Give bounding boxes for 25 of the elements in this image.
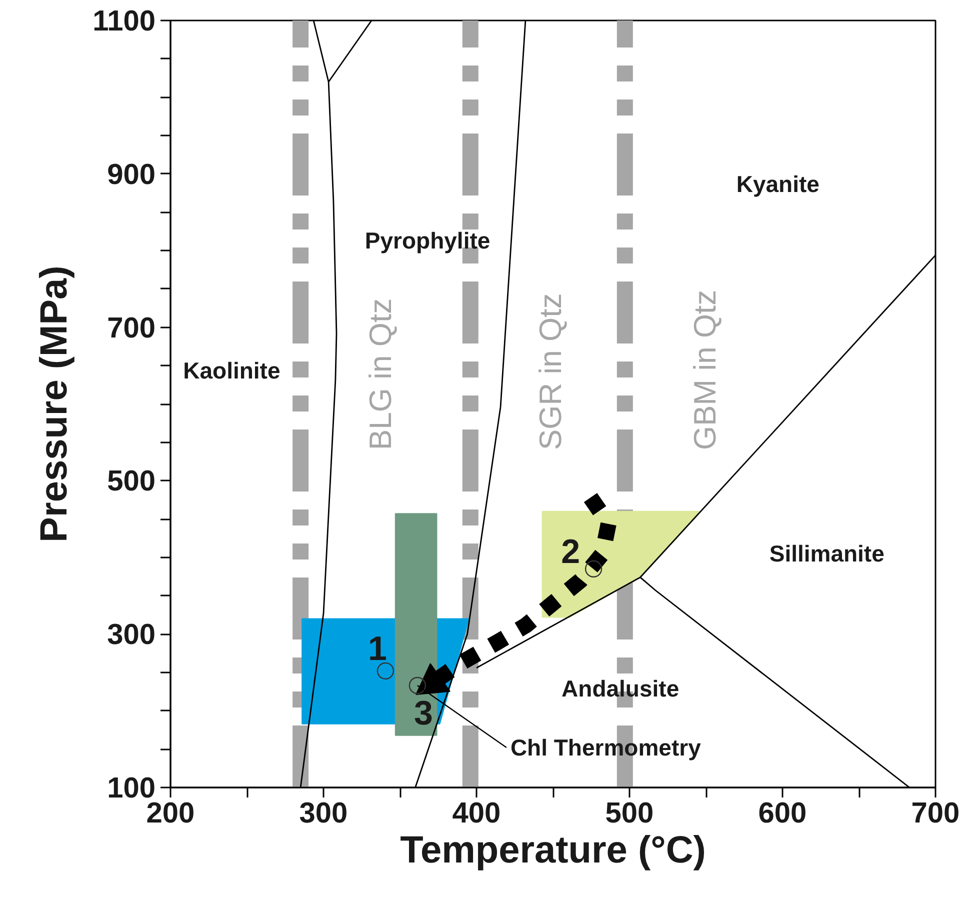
annotation: Kaolinite	[183, 357, 280, 384]
annotation: Kyanite	[736, 170, 820, 197]
annotation: Pyrophylite	[364, 228, 490, 254]
x-tick-label: 700	[911, 798, 960, 830]
x-tick-label: 600	[758, 798, 807, 830]
x-tick-label: 200	[146, 798, 195, 830]
ref-line-label: SGR in Qtz	[532, 293, 568, 450]
y-tick-label: 500	[107, 466, 156, 498]
x-tick-label: 400	[452, 798, 501, 830]
ref-line-label: BLG in Qtz	[363, 298, 398, 450]
x-tick-label: 500	[605, 798, 654, 830]
annotation: 1	[368, 630, 387, 668]
y-tick-label: 900	[107, 158, 156, 191]
annotation: Chl Thermometry	[510, 734, 702, 760]
x-tick-label: 300	[299, 798, 348, 830]
annotation: Andalusite	[562, 676, 680, 702]
annotation: 2	[561, 532, 580, 571]
y-tick-label: 300	[107, 619, 156, 652]
y-tick-label: 1100	[92, 6, 156, 38]
y-tick-label: 700	[107, 312, 156, 344]
annotation: Sillimanite	[769, 540, 884, 567]
annotation: 3	[414, 694, 433, 732]
x-axis-title: Temperature (°C)	[400, 830, 706, 872]
y-axis-title: Pressure (MPa)	[34, 266, 76, 542]
ref-line-label: GBM in Qtz	[687, 290, 722, 450]
